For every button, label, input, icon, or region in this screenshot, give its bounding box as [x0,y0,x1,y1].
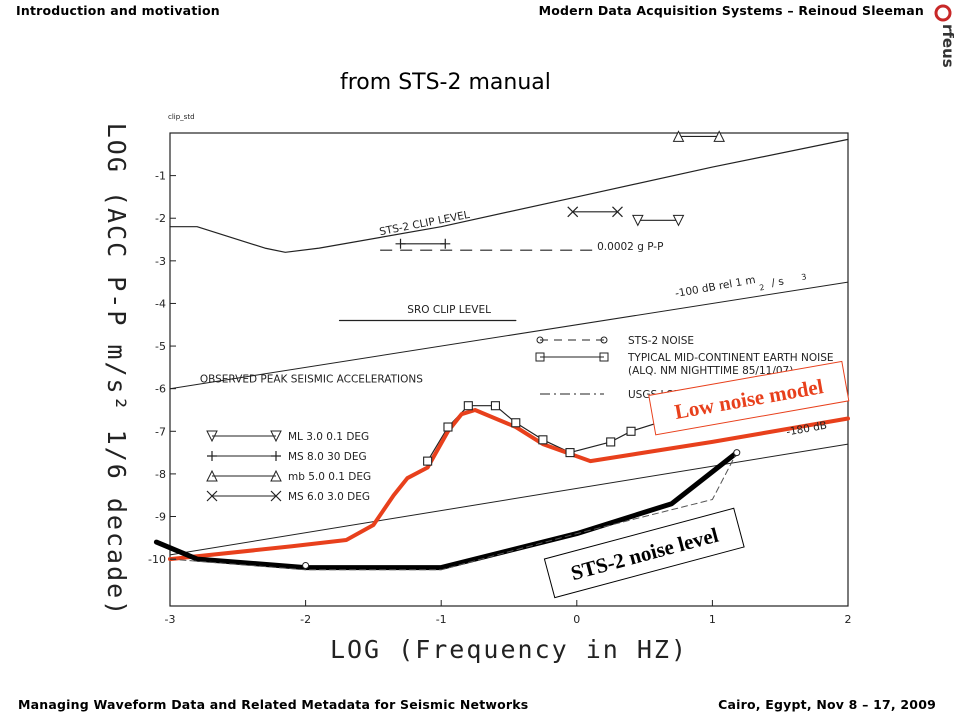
legend-layer: ML 3.0 0.1 DEG MS 8.0 30 DEG mb 5.0 0.1 DE… [212,335,834,503]
earth-noise-point [490,401,500,411]
x-tick-label: 1 [709,613,716,626]
x-tick-label: 2 [845,613,852,626]
y-tick-label: -3 [155,255,166,268]
legend-label: STS-2 NOISE [628,335,694,347]
event-marker-plus [440,238,451,249]
x-tick-label: 0 [573,613,580,626]
annotation-label: / s [771,275,785,289]
event-marker-triangle-up [672,130,685,142]
header-topic: Introduction and motivation [16,3,220,18]
y-tick-label: -10 [148,553,166,566]
x-tick-label: -2 [300,613,311,626]
x-axis-title: LOG (Frequency in HZ) [330,635,688,664]
y-axis-title: LOG (ACC P-P m/s² 1/6 decade) [102,123,131,618]
legend-label: mb 5.0 0.1 DEG [288,471,371,483]
plot-frame: clip_std [168,113,849,607]
header-course: Modern Data Acquisition Systems – Reinou… [538,3,924,18]
footer-course: Managing Waveform Data and Related Metad… [18,697,529,712]
minus-100-db-line [169,281,849,390]
legend-label: (ALQ. NM NIGHTTIME 85/11/07) [628,365,793,377]
sts2-noise-point [733,449,741,457]
legend-label: MS 8.0 30 DEG [288,451,367,463]
event-marker-triangle-up [713,130,725,142]
x-tick-label: -3 [165,613,176,626]
low-noise-callout-box [648,360,850,436]
event-marker-plus [395,238,406,249]
earth-noise-point [606,437,616,447]
sts2-noise-point [302,562,310,570]
footer-location: Cairo, Egypt, Nov 8 – 17, 2009 [718,697,936,712]
sts2-noise-dashed-line [169,452,738,571]
earth-noise-point [538,435,548,445]
annotation-label: SRO CLIP LEVEL [407,304,491,316]
orfeus-logo-icon: rfeus [934,4,954,68]
annotation-label: -100 dB rel 1 m [674,274,756,300]
slide-title: from STS-2 manual [340,70,551,95]
earth-noise-point [626,426,636,436]
minus-180-db-line [169,443,849,556]
earth-noise-point [463,401,473,411]
y-tick-label: -7 [155,425,166,438]
annotation-label: -180 dB [785,420,828,439]
y-tick-label: -4 [155,297,166,310]
legend-label: ML 3.0 0.1 DEG [288,431,369,443]
event-marker-triangle-down [632,214,644,227]
y-tick-label: -8 [155,468,166,481]
legend-label: TYPICAL MID-CONTINENT EARTH NOISE [627,352,834,364]
earth-noise-point [511,418,521,428]
plot-box [169,132,849,607]
sts2-noise-callout-box [543,507,745,599]
annotation-label: 0.0002 g P-P [597,241,663,253]
sts2-noise-callout: STS-2 noise level [543,507,745,599]
y-tick-label: -1 [155,170,166,183]
event-marker-triangle-down [672,214,685,227]
annotation-label: 2 [759,283,766,293]
logo-text: rfeus [939,24,954,68]
legend-label: MS 6.0 3.0 DEG [288,491,370,503]
y-tick-label: -2 [155,212,166,225]
event-marker-x [612,206,623,218]
earth-noise-point [443,422,453,432]
sts2-clip-level-line [169,138,849,253]
y-tick-label: -5 [155,340,166,353]
x-tick-label: -1 [436,613,447,626]
y-tick-label: -9 [155,511,166,524]
figure-tag: clip_std [168,113,195,121]
annotation-label: 3 [801,272,808,282]
sts2-noise-level-line [153,450,740,571]
event-marker-x [567,206,579,218]
annotation-label: OBSERVED PEAK SEISMIC ACCELERATIONS [200,373,423,385]
earth-noise-point [423,456,433,466]
earth-noise-point [565,448,575,458]
y-tick-label: -6 [155,383,166,396]
